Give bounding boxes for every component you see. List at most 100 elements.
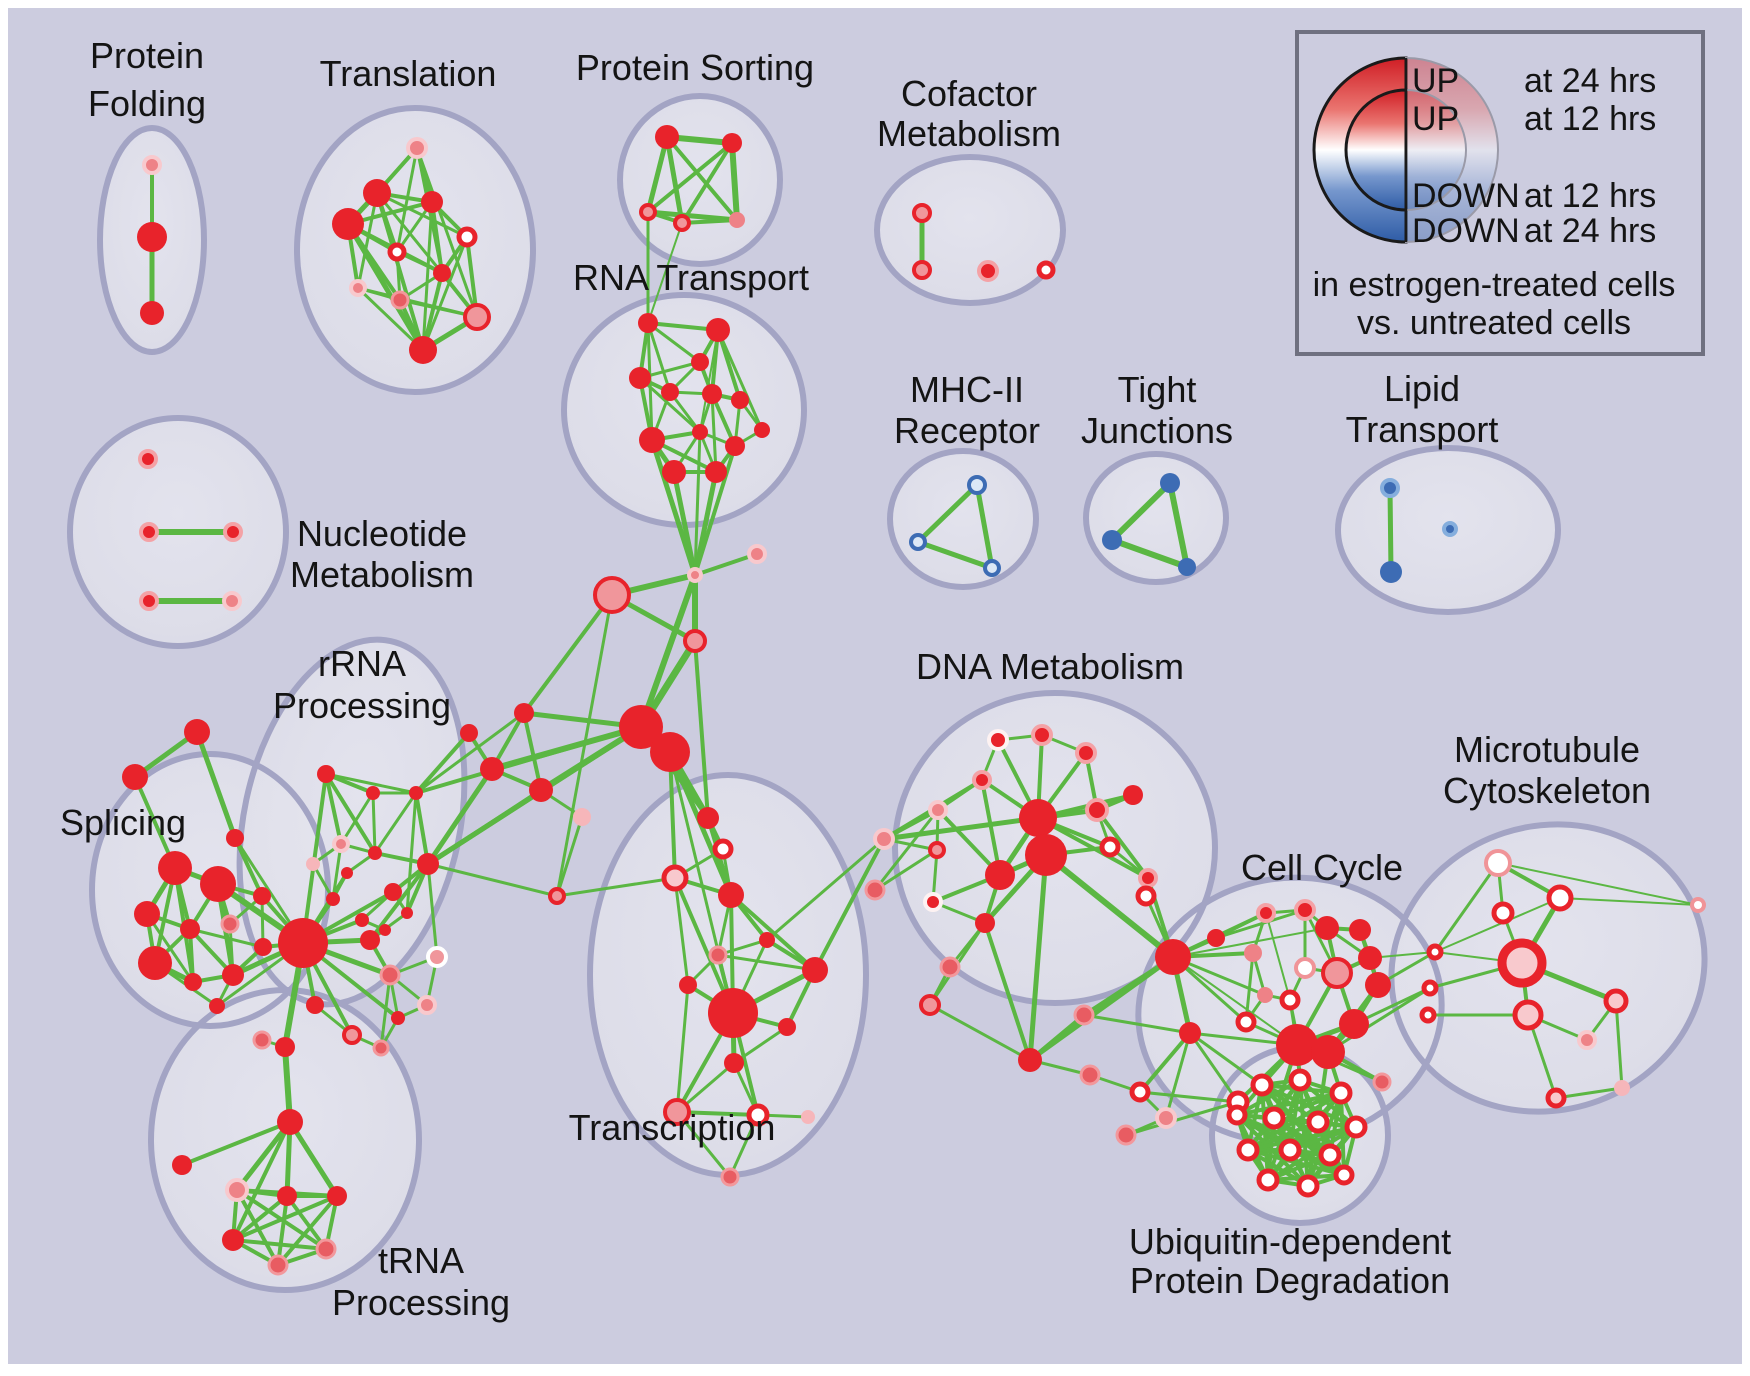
edge xyxy=(414,725,643,795)
cluster-transcription-label: Transcription xyxy=(569,1107,776,1148)
cluster-lipid-transport-outline xyxy=(1335,445,1561,615)
gene-node xyxy=(1123,785,1143,805)
gene-node xyxy=(662,460,686,484)
edge xyxy=(1434,897,1561,953)
gene-node xyxy=(379,924,391,936)
gene-node xyxy=(1178,558,1196,576)
edge xyxy=(1172,927,1328,958)
gene-node xyxy=(360,930,380,950)
gene-node xyxy=(975,913,995,933)
gene-node xyxy=(366,786,380,800)
gene-node xyxy=(972,770,992,790)
gene-node xyxy=(1256,903,1276,923)
gene-node xyxy=(650,732,690,772)
edge xyxy=(1124,1100,1240,1137)
gene-node xyxy=(332,835,350,853)
gene-node xyxy=(1333,1164,1355,1186)
gene-node xyxy=(460,724,478,742)
legend-direction-label: UP xyxy=(1412,62,1459,100)
gene-node xyxy=(1025,834,1067,876)
edge xyxy=(1043,852,1176,960)
gene-node xyxy=(746,1103,770,1127)
gene-node xyxy=(142,155,162,175)
gene-node xyxy=(706,318,730,342)
legend-inner-left-half xyxy=(1344,88,1408,212)
edge xyxy=(1188,1031,1240,1104)
edge xyxy=(425,766,495,867)
cluster-nucleotide-metabolism-label: Nucleotide xyxy=(297,513,467,554)
gene-node xyxy=(705,461,727,483)
cluster-cofactor-metabolism-label: Cofactor xyxy=(901,73,1037,114)
gene-node xyxy=(417,853,439,875)
edge xyxy=(231,1194,339,1242)
cluster-translation-label: Translation xyxy=(320,53,497,94)
gene-node xyxy=(691,353,709,371)
edge xyxy=(1554,1086,1624,1100)
edge xyxy=(1235,1091,1343,1117)
gene-node xyxy=(1512,999,1544,1031)
legend-direction-label: UP xyxy=(1412,100,1459,138)
edge xyxy=(716,953,817,972)
gene-node xyxy=(1365,972,1391,998)
edge xyxy=(638,572,698,730)
gene-node xyxy=(864,879,886,901)
cluster-splicing-label: Splicing xyxy=(60,802,186,843)
gene-node xyxy=(1380,478,1400,498)
edge xyxy=(345,221,426,353)
gene-node xyxy=(401,907,413,919)
cluster-ubiquitin-degradation-label: Protein Degradation xyxy=(1130,1260,1450,1301)
gene-node xyxy=(222,1229,244,1251)
gene-node xyxy=(1031,724,1053,746)
edge xyxy=(665,135,739,222)
gene-node xyxy=(1235,1011,1257,1033)
edge xyxy=(339,791,375,846)
edge xyxy=(234,1119,293,1193)
gene-node xyxy=(928,841,946,859)
edge xyxy=(1272,1091,1343,1120)
legend-direction-label: DOWN xyxy=(1412,212,1520,250)
edge xyxy=(647,222,683,324)
gene-node xyxy=(928,800,948,820)
gene-node xyxy=(801,1110,815,1124)
edge xyxy=(1497,862,1699,906)
gene-node xyxy=(1294,899,1316,921)
edge xyxy=(693,444,737,577)
gene-node xyxy=(137,222,167,252)
gene-node xyxy=(363,179,391,207)
gene-node xyxy=(349,279,367,297)
edge xyxy=(1235,1078,1302,1117)
nodes xyxy=(122,125,1706,1276)
edge xyxy=(1095,808,1150,880)
cluster-mhc-ii-receptor-label: MHC-II xyxy=(910,369,1024,410)
edge xyxy=(671,469,698,578)
edge xyxy=(522,593,614,715)
gene-node xyxy=(1491,901,1515,925)
gene-node xyxy=(277,1109,303,1135)
edge xyxy=(1559,897,1699,906)
cluster-labels: Protein Folding Translation Protein Sorting… xyxy=(60,35,1651,1323)
gene-node xyxy=(225,1178,249,1202)
gene-node xyxy=(222,591,242,611)
gene-node xyxy=(1155,939,1191,975)
cluster-nucleotide-metabolism-outline xyxy=(67,415,289,649)
gene-node xyxy=(220,914,240,934)
gene-node xyxy=(1138,868,1158,888)
gene-node xyxy=(754,422,770,438)
gene-node xyxy=(180,919,200,939)
edge xyxy=(405,791,418,915)
gene-node xyxy=(1321,957,1353,989)
gene-node xyxy=(184,973,202,991)
gene-node xyxy=(1226,1104,1248,1126)
edge xyxy=(324,772,418,795)
gene-node xyxy=(480,757,504,781)
gene-node xyxy=(1484,849,1512,877)
edge xyxy=(373,791,418,855)
edge xyxy=(180,1120,292,1167)
edge xyxy=(231,1194,289,1242)
edge xyxy=(729,140,740,223)
edge xyxy=(421,235,469,352)
gene-node xyxy=(1426,943,1444,961)
gene-node xyxy=(1102,530,1122,550)
gene-node xyxy=(1278,1138,1302,1162)
